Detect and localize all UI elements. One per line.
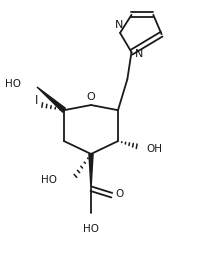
Text: N: N: [135, 48, 143, 59]
Text: HO: HO: [41, 175, 57, 185]
Text: HO: HO: [5, 80, 22, 89]
Text: N: N: [115, 20, 123, 30]
Polygon shape: [89, 154, 93, 189]
Text: HO: HO: [83, 224, 99, 234]
Text: OH: OH: [146, 144, 162, 154]
Polygon shape: [37, 87, 65, 112]
Text: O: O: [87, 92, 95, 102]
Text: I: I: [35, 94, 38, 107]
Text: O: O: [115, 189, 123, 199]
